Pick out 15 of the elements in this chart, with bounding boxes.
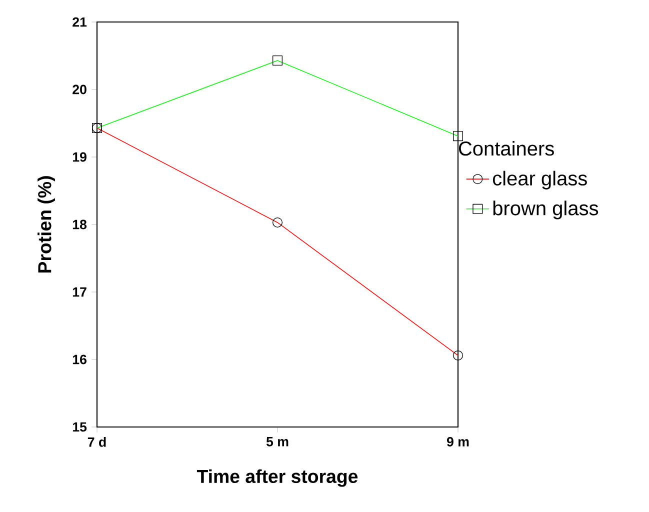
- y-tick-label: 19: [72, 152, 86, 162]
- y-tick-label: 18: [72, 220, 87, 230]
- y-tick-label: 15: [72, 422, 87, 432]
- y-axis-title: Protien (%): [38, 176, 55, 273]
- y-tick-label: 20: [72, 84, 86, 94]
- legend-label: clear glass: [492, 170, 587, 190]
- x-tick-label: 9 m: [446, 437, 469, 446]
- x-tick-label: 5 m: [266, 437, 288, 446]
- y-tick-label: 21: [72, 17, 87, 27]
- y-tick-label: 17: [72, 287, 86, 297]
- x-tick-label: 7 d: [88, 437, 106, 447]
- legend-label: brown glass: [493, 200, 598, 220]
- x-axis-title: Time after storage: [196, 469, 358, 487]
- legend-title: Containers: [458, 141, 554, 156]
- y-tick-label: 16: [72, 354, 86, 364]
